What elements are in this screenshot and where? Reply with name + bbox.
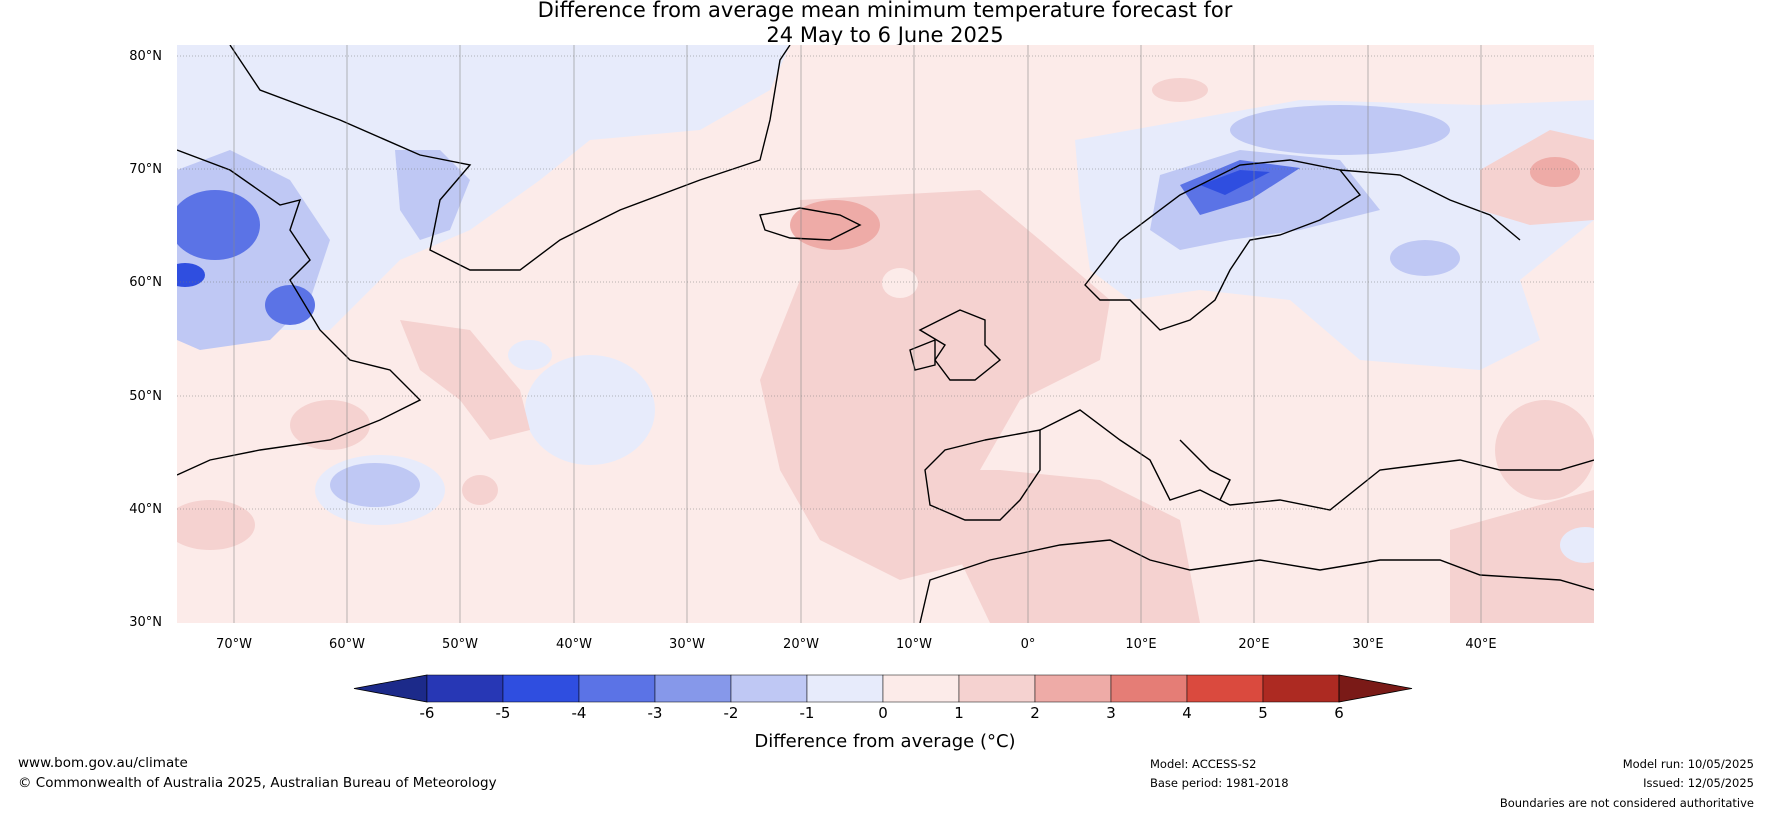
footer-model: Model: ACCESS-S2 — [1150, 757, 1257, 771]
colorbar-tick-label: -3 — [647, 704, 663, 722]
lon-label-0: 0° — [1020, 637, 1036, 652]
region-davis-strait — [395, 150, 470, 240]
colorbar-tick-label: -6 — [419, 704, 435, 722]
footer-issued: Issued: 12/05/2025 — [1643, 776, 1754, 790]
lat-label-60: 60°N — [129, 275, 162, 290]
colorbar-tick-label: 6 — [1334, 704, 1344, 722]
lat-label-50: 50°N — [129, 389, 162, 404]
iberia-coast — [924, 429, 1041, 521]
colorbar-tick-label: -1 — [799, 704, 815, 722]
lon-label-40w: 40°W — [556, 637, 592, 652]
lat-label-30: 30°N — [129, 615, 162, 630]
lon-label-10e: 10°E — [1125, 637, 1157, 652]
lon-label-30e: 30°E — [1352, 637, 1384, 652]
colorbar — [353, 674, 1413, 703]
region-hudson-core — [265, 285, 315, 325]
chart-title: Difference from average mean minimum tem… — [0, 0, 1770, 48]
europe-south-coast — [1039, 409, 1594, 511]
colorbar-extend-low — [353, 674, 428, 703]
colorbar-tick-label: 0 — [878, 704, 888, 722]
colorbar-segment — [730, 674, 808, 703]
colorbar-segment — [1110, 674, 1188, 703]
colorbar-tick-label: -4 — [571, 704, 587, 722]
lon-label-10w: 10°W — [896, 637, 932, 652]
iceland-coast — [759, 207, 862, 241]
ireland-coast — [909, 338, 936, 371]
lon-label-50w: 50°W — [442, 637, 478, 652]
labrador-coast — [177, 149, 422, 476]
colorbar-tick-label: 4 — [1182, 704, 1192, 722]
colorbar-segment — [426, 674, 504, 703]
kola-coast — [1339, 169, 1521, 241]
lon-label-60w: 60°W — [329, 637, 365, 652]
footer-copyright: © Commonwealth of Australia 2025, Austra… — [18, 775, 497, 791]
colorbar-tick-label: 1 — [954, 704, 964, 722]
colorbar-segment — [958, 674, 1036, 703]
footer-base-period: Base period: 1981-2018 — [1150, 776, 1289, 790]
colorbar-tick-label: -2 — [723, 704, 739, 722]
region-nw-atlantic — [330, 463, 420, 507]
colorbar-segment — [1034, 674, 1112, 703]
lon-label-70w: 70°W — [216, 637, 252, 652]
region-iceland-warm — [790, 200, 880, 250]
anomaly-field — [177, 45, 1594, 623]
colorbar-segment — [578, 674, 656, 703]
footer-disclaimer: Boundaries are not considered authoritat… — [1499, 796, 1754, 810]
title-line-1: Difference from average mean minimum tem… — [537, 0, 1233, 22]
colorbar-segment — [654, 674, 732, 703]
colorbar-tick-label: 2 — [1030, 704, 1040, 722]
colorbar-segment — [882, 674, 960, 703]
italy-coast — [1179, 439, 1231, 501]
coastlines — [177, 45, 1594, 623]
colorbar-tick-label: 3 — [1106, 704, 1116, 722]
graticule — [177, 55, 1594, 510]
title-line-2: 24 May to 6 June 2025 — [766, 23, 1004, 47]
meridians — [233, 45, 1482, 623]
region-labrador-deep — [177, 263, 205, 287]
region-ne-atlantic-warm — [760, 190, 1110, 580]
colorbar-segment — [502, 674, 580, 703]
lon-label-40e: 40°E — [1465, 637, 1497, 652]
colorbar-tick-label: 5 — [1258, 704, 1268, 722]
north-africa-coast — [919, 539, 1594, 623]
footer-model-run: Model run: 10/05/2025 — [1622, 757, 1754, 771]
lat-label-40: 40°N — [129, 502, 162, 517]
colorbar-segment — [1186, 674, 1264, 703]
footer-website[interactable]: www.bom.gov.au/climate — [18, 755, 188, 771]
scandinavia-coast — [1084, 159, 1362, 331]
lat-label-70: 70°N — [129, 162, 162, 177]
region-labrador-core — [177, 190, 260, 260]
colorbar-tick-label: -5 — [495, 704, 511, 722]
colorbar-segment — [806, 674, 884, 703]
colorbar-extend-high — [1338, 674, 1413, 703]
region-mid-atlantic-cool — [525, 355, 655, 465]
lat-label-80: 80°N — [129, 49, 162, 64]
lon-label-30w: 30°W — [669, 637, 705, 652]
region-norway-core — [1180, 160, 1300, 215]
greenland-coast — [229, 45, 791, 271]
lon-label-20e: 20°E — [1238, 637, 1270, 652]
colorbar-title: Difference from average (°C) — [754, 731, 1016, 752]
britain-coast — [918, 309, 1002, 381]
region-barents-sea — [1230, 105, 1450, 155]
lon-label-20w: 20°W — [783, 637, 819, 652]
colorbar-segment — [1262, 674, 1340, 703]
region-north-africa-warm — [930, 470, 1200, 623]
